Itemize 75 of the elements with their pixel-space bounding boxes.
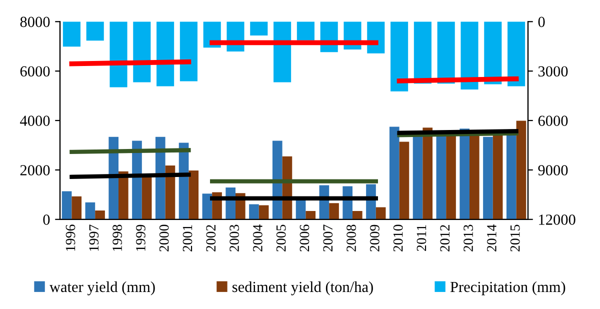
bar: [62, 22, 80, 47]
y2-tick-label: 9000: [538, 165, 568, 176]
x-tick-label: 2006: [300, 224, 310, 252]
y2-tick-label: 0: [538, 16, 545, 28]
bar: [506, 134, 516, 220]
bar: [437, 22, 455, 84]
bar: [389, 126, 400, 220]
bar: [492, 134, 503, 220]
x-tick-label: 1998: [112, 224, 122, 251]
legend-label: Precipitation (mm): [450, 281, 566, 296]
bar: [62, 191, 72, 220]
y-tick-label: 2000: [20, 165, 50, 176]
bar: [352, 210, 362, 220]
y2-tick-label: 3000: [538, 66, 568, 77]
x-tick-label: 2008: [346, 224, 356, 252]
y-tick-label: 4000: [20, 116, 50, 126]
bar: [470, 134, 480, 220]
bar: [414, 22, 432, 84]
bar: [390, 22, 408, 92]
bar: [460, 22, 478, 90]
bar: [110, 22, 128, 88]
x-tick-label: 2014: [487, 224, 496, 252]
x-tick-label: 2007: [323, 224, 333, 252]
y2-tick-label: 6000: [538, 116, 568, 126]
bar: [258, 205, 269, 220]
bar: [250, 22, 268, 36]
y-tick-label: 0: [43, 214, 50, 225]
legend-label: sediment yield (ton/ha): [232, 281, 373, 296]
bar: [516, 120, 526, 220]
bar: [108, 136, 118, 220]
bar: [483, 136, 493, 220]
legend-label: water yield (mm): [49, 281, 155, 296]
bar: [133, 22, 151, 82]
x-tick-label: 2001: [182, 225, 192, 252]
x-tick-label: 2002: [206, 225, 216, 252]
x-tick-label: 1996: [66, 224, 76, 251]
bar: [95, 210, 105, 220]
bar: [188, 170, 199, 220]
bar: [156, 22, 174, 86]
x-tick-label: 2003: [230, 224, 239, 252]
x-tick-label: 2011: [416, 225, 426, 251]
x-tick-label: 1999: [136, 224, 146, 251]
bar: [180, 22, 198, 82]
bar: [484, 22, 502, 84]
bar: [249, 204, 259, 220]
bar: [155, 136, 166, 220]
bar: [202, 194, 212, 220]
bar: [329, 203, 339, 220]
bar: [460, 128, 470, 220]
bar: [72, 196, 82, 220]
bar: [306, 210, 316, 220]
x-tick-label: 2015: [510, 224, 520, 252]
bar: [376, 207, 386, 220]
bar: [85, 202, 96, 220]
bar: [422, 128, 433, 220]
bar: [296, 22, 314, 40]
bar: [446, 134, 456, 220]
bar: [508, 22, 526, 86]
bar: [132, 140, 142, 220]
x-tick-label: 2012: [440, 225, 450, 252]
y-tick-label: 6000: [20, 66, 50, 77]
x-tick-label: 2005: [276, 224, 286, 252]
x-tick-label: 2013: [464, 224, 473, 252]
bar: [274, 22, 292, 82]
x-tick-label: 2004: [253, 224, 262, 252]
x-tick-label: 2009: [370, 224, 380, 252]
x-tick-label: 2010: [393, 224, 403, 252]
bar: [86, 22, 104, 41]
bar: [142, 176, 152, 220]
bar: [118, 171, 128, 220]
bar: [399, 142, 410, 220]
x-tick-label: 2000: [159, 224, 169, 252]
x-tick-label: 1997: [89, 224, 99, 251]
y2-tick-label: 12000: [539, 214, 576, 225]
y-tick-label: 8000: [20, 16, 50, 28]
